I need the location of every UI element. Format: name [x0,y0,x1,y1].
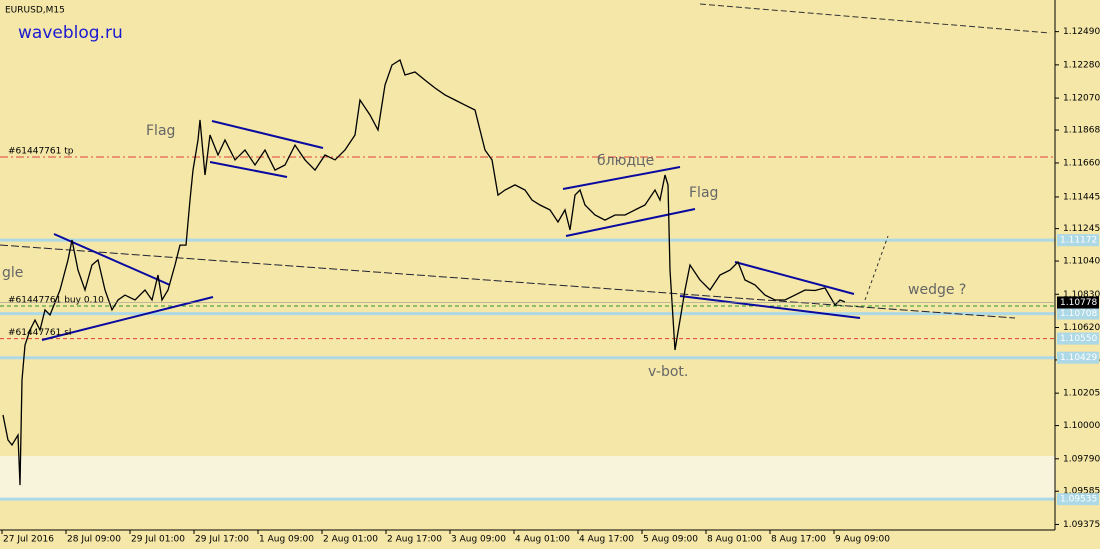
y-tick-label: 1.09375 [1063,520,1100,530]
level-label: 1.10429 [1060,353,1097,363]
y-tick-label: 1.12280 [1063,60,1100,70]
last-price-label: 1.10778 [1060,298,1097,308]
order-label: #61447761 sl [8,328,71,338]
y-tick-label: 1.09790 [1063,454,1100,464]
y-tick-label: 1.09585 [1063,487,1100,497]
pattern-line [53,233,171,286]
level-box [1057,234,1099,247]
x-tick-label: 29 Jul 01:00 [131,535,185,545]
watermark: waveblog.ru [18,23,123,43]
x-tick-label: 2 Aug 01:00 [323,535,378,545]
pattern-line [562,166,681,190]
zone [0,456,1055,500]
x-tick-label: 28 Jul 09:00 [67,535,121,545]
y-tick-label: 1.11040 [1063,257,1100,267]
annotation: блюдце [597,153,654,169]
order-label: #61447761 tp [8,146,74,156]
y-tick-label: 1.11868 [1063,126,1100,136]
level-box [1057,307,1099,320]
last-price-box [1057,296,1099,309]
x-tick-label: 5 Aug 09:00 [643,535,698,545]
x-tick-label: 3 Aug 09:00 [451,535,506,545]
x-tick-label: 8 Aug 01:00 [707,535,762,545]
y-tick-label: 1.10620 [1063,323,1100,333]
projection-line [864,235,889,301]
x-tick-label: 2 Aug 17:00 [387,535,442,545]
level-label: 1.10708 [1060,309,1097,319]
order-price: 1.10550 [1060,334,1097,344]
pattern-line [565,208,696,237]
pattern-line [734,261,855,295]
pattern-line [41,296,214,341]
price-line [2,59,846,486]
x-tick-label: 29 Jul 17:00 [195,535,249,545]
pattern-line [211,120,324,149]
pattern-line [209,161,288,178]
order-box [1057,332,1099,345]
pattern-line [679,295,861,319]
y-tick-label: 1.12070 [1063,94,1100,104]
level-label: 1.09535 [1060,495,1097,505]
y-tick-label: 1.11445 [1063,192,1100,202]
annotation: gle [2,265,23,281]
annotation: v-bot. [648,364,688,380]
y-tick-label: 1.11245 [1063,224,1100,234]
x-tick-label: 27 Jul 2016 [3,535,54,545]
y-tick-label: 1.10205 [1063,389,1100,399]
y-tick-label: 1.10830 [1063,290,1100,300]
x-tick-label: 9 Aug 09:00 [835,535,890,545]
level-label: 1.11172 [1060,236,1097,246]
x-tick-label: 1 Aug 09:00 [259,535,314,545]
y-tick-label: 1.10000 [1063,421,1100,431]
x-tick-label: 4 Aug 17:00 [579,535,634,545]
trend-line [699,3,1051,34]
annotation: Flag [146,123,175,139]
trend-line [0,244,1016,319]
annotation: Flag [689,185,718,201]
x-tick-label: 4 Aug 01:00 [515,535,570,545]
x-tick-label: 8 Aug 17:00 [771,535,826,545]
y-tick-label: 1.12490 [1063,27,1100,37]
symbol: EURUSD,M15 [5,6,65,16]
annotation: wedge ? [908,282,966,298]
level-box [1057,351,1099,364]
y-tick-label: 1.11660 [1063,158,1100,168]
level-box [1057,493,1099,506]
patterns [41,120,861,341]
